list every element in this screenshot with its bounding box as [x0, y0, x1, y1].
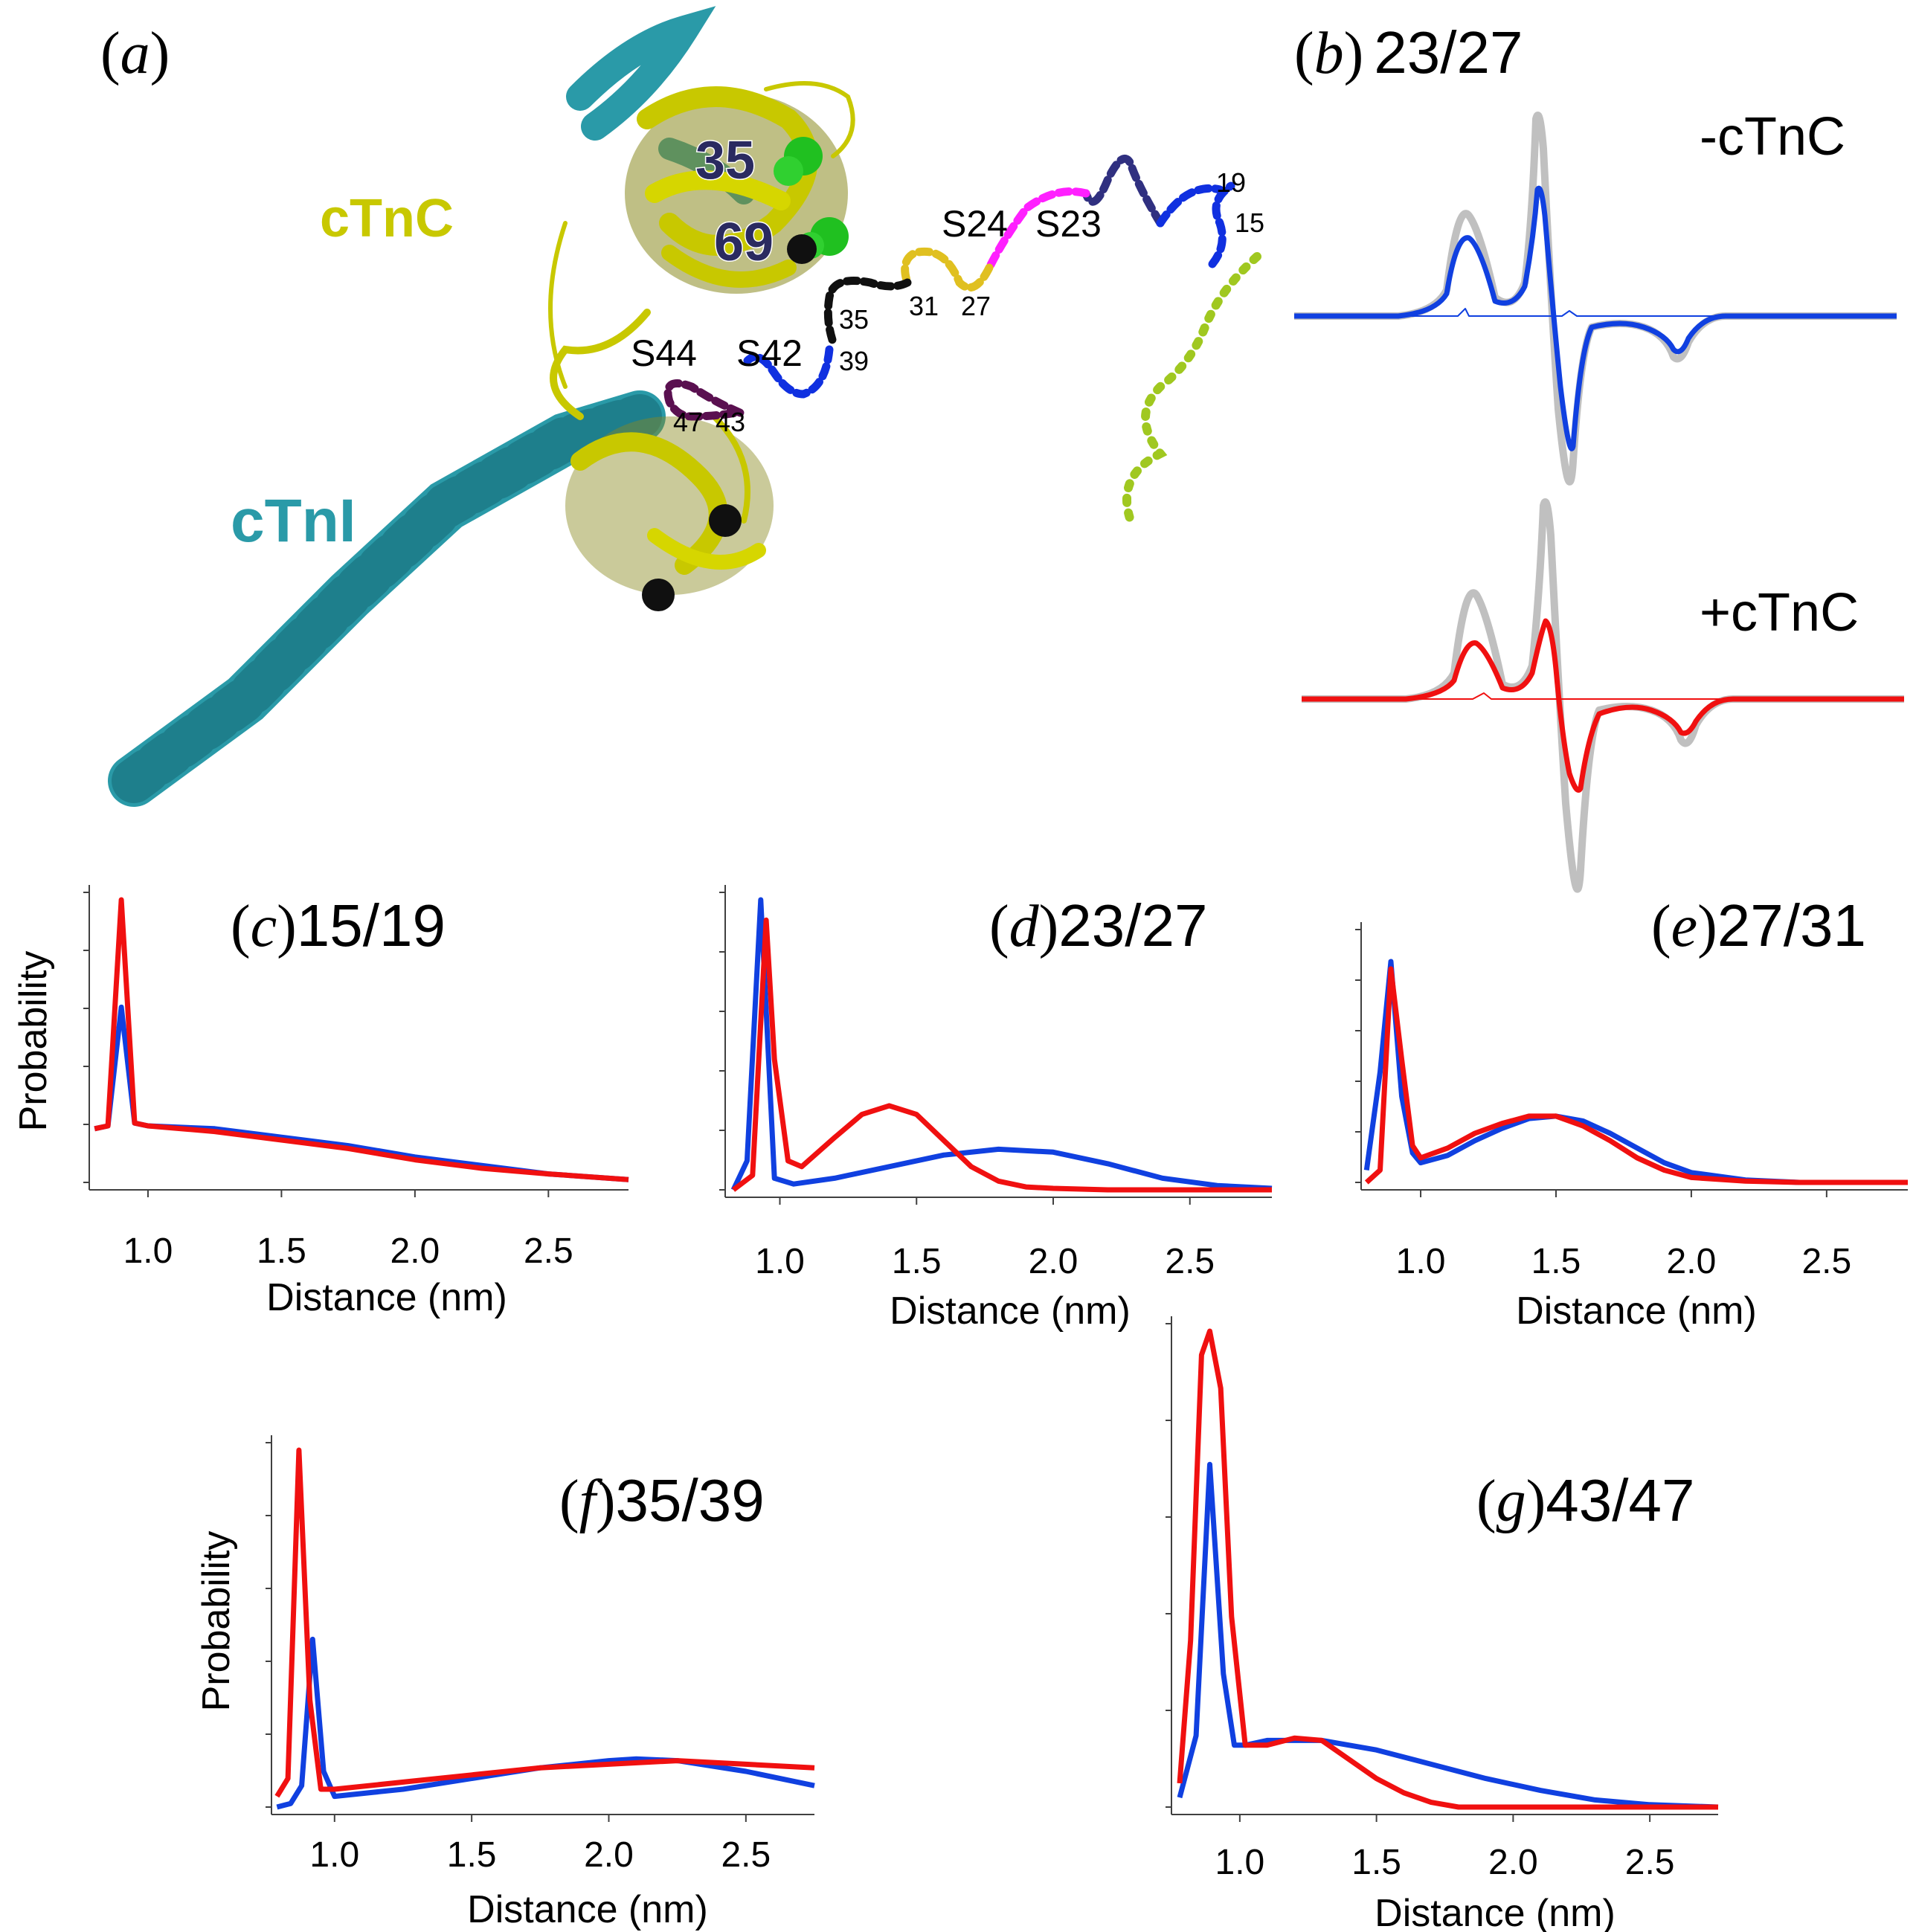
label-s42: S42 [736, 332, 803, 374]
x-axis-label-g: Distance (nm) [1375, 1892, 1616, 1932]
series-red-e [1364, 966, 1908, 1185]
x-tick-label-c: 1.0 [123, 1231, 173, 1271]
x-tick-label-f: 1.0 [309, 1835, 359, 1875]
segment-23-27 [985, 187, 1090, 272]
x-tick-label-e: 1.0 [1396, 1242, 1446, 1281]
x-tick-label-g: 1.5 [1351, 1843, 1401, 1882]
x-tick-label-g: 2.0 [1488, 1843, 1538, 1882]
chart-title-f: (f)35/39 [559, 1467, 765, 1534]
label-39: 39 [839, 346, 869, 376]
panel-b: (b) 23/27 -cTnC +cTnC [1294, 19, 1904, 893]
panel-a: (a) [100, 6, 1264, 807]
x-tick-label-d: 2.5 [1165, 1242, 1215, 1281]
chart-g: 1.0 1.5 2.0 2.5 (g)43/47 Distance (nm) [1166, 1316, 1719, 1932]
n-terminal-tail [1122, 252, 1261, 525]
distance-distribution-charts: 1.0 1.5 2.0 2.5 (c)15/19 Distance (nm) Probabi… [12, 885, 1908, 1932]
panel-b-label: (b) 23/27 [1294, 19, 1523, 86]
x-axis-label-c: Distance (nm) [266, 1276, 507, 1319]
series-red-f [274, 1447, 815, 1798]
chart-d: 1.0 1.5 2.0 2.5 (d)23/27 Distance (nm) [719, 885, 1273, 1333]
chart-f: 1.0 1.5 2.0 2.5 (f)35/39 Distance (nm) Probabi… [195, 1435, 815, 1931]
segment-31-35 [823, 277, 912, 347]
chart-c: 1.0 1.5 2.0 2.5 (c)15/19 Distance (nm) Probabi… [12, 885, 629, 1319]
spectrum-minus [1294, 112, 1897, 486]
label-35: 35 [839, 304, 869, 335]
x-axis-label-f: Distance (nm) [467, 1888, 708, 1931]
x-tick-label-c: 1.5 [257, 1231, 306, 1271]
x-tick-label-f: 1.5 [447, 1835, 497, 1875]
series-blue-f [276, 1636, 815, 1810]
x-tick-label-g: 2.5 [1625, 1843, 1675, 1882]
spectrum-minus-trace [1294, 185, 1897, 451]
chart-title-g: (g)43/47 [1476, 1467, 1694, 1534]
segment-19-23b [1156, 184, 1224, 228]
label-s23: S23 [1035, 203, 1102, 245]
x-axis-label-d: Distance (nm) [890, 1289, 1131, 1333]
segment-39-43 [743, 345, 834, 399]
chart-e: 1.0 1.5 2.0 2.5 (e)27/31 Distance (nm) [1355, 892, 1908, 1333]
x-tick-label-d: 2.0 [1029, 1242, 1078, 1281]
spectrum-minus-reference [1294, 112, 1897, 486]
segment-27-31 [901, 247, 994, 292]
x-tick-label-c: 2.5 [524, 1231, 573, 1271]
series-red-g [1177, 1328, 1718, 1810]
label-15: 15 [1235, 207, 1264, 238]
label-31: 31 [909, 291, 939, 321]
segment-15-19 [1208, 181, 1235, 268]
x-tick-label-f: 2.0 [584, 1835, 634, 1875]
segment-19-23 [1081, 154, 1165, 228]
x-tick-label-d: 1.0 [755, 1242, 805, 1281]
x-tick-label-c: 2.0 [390, 1231, 440, 1271]
residue-35-label: 35 [695, 131, 755, 190]
spectrum-plus-reference [1302, 498, 1904, 893]
ctni-label: cTnI [231, 487, 356, 555]
segment-43-47 [663, 379, 745, 421]
ctnc-label: cTnC [320, 189, 454, 248]
x-tick-label-d: 1.5 [892, 1242, 942, 1281]
x-tick-label-g: 1.0 [1215, 1843, 1265, 1882]
label-47: 47 [673, 407, 703, 437]
x-tick-label-f: 2.5 [721, 1835, 771, 1875]
label-s44: S44 [631, 332, 697, 374]
y-axis-label-c: Probability [12, 951, 55, 1132]
segment-labels: S24 S23 S44 S42 19 15 31 27 35 39 47 43 [631, 167, 1264, 437]
x-axis-label-e: Distance (nm) [1516, 1289, 1757, 1333]
calcium-and-residue-spheres [642, 137, 849, 611]
chart-title-d: (d)23/27 [989, 892, 1207, 959]
x-tick-label-e: 1.5 [1531, 1242, 1581, 1281]
series-blue-c [94, 1004, 629, 1182]
label-s24: S24 [942, 203, 1008, 245]
x-tick-label-e: 2.5 [1801, 1242, 1851, 1281]
spectrum-plus [1302, 498, 1904, 893]
minus-ctnc-label: -cTnC [1700, 107, 1845, 167]
series-red-d [731, 917, 1272, 1193]
n-terminal-segments [663, 154, 1261, 525]
panel-a-label: (a) [100, 21, 170, 86]
series-red-c [94, 897, 629, 1182]
chart-title-c: (c)15/19 [231, 892, 446, 959]
spectrum-minus-thin [1294, 308, 1897, 317]
label-43: 43 [716, 407, 745, 437]
label-19: 19 [1216, 167, 1246, 198]
residue-69-label: 69 [714, 213, 774, 272]
plus-ctnc-label: +cTnC [1700, 583, 1859, 643]
label-27: 27 [961, 291, 991, 321]
y-axis-label-f: Probability [195, 1531, 238, 1712]
x-tick-label-e: 2.0 [1667, 1242, 1717, 1281]
spectrum-plus-trace [1302, 618, 1904, 793]
chart-title-e: (e)27/31 [1651, 892, 1866, 959]
